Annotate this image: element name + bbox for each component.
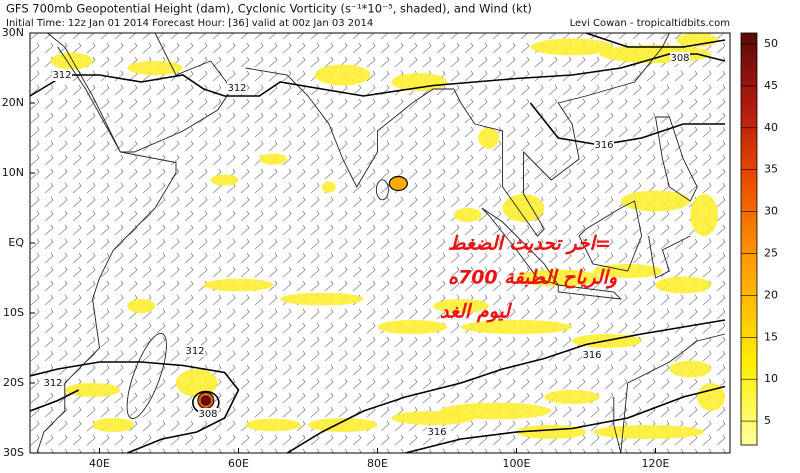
vorticity-shade xyxy=(697,383,725,411)
lon-label: 100E xyxy=(503,457,531,470)
vorticity-shade xyxy=(245,418,302,432)
height-contour xyxy=(30,361,240,453)
vorticity-shade xyxy=(453,208,482,222)
vorticity-shade xyxy=(391,72,448,92)
lat-label: 30S xyxy=(3,446,24,459)
contour-label: 316 xyxy=(427,427,446,438)
height-contour xyxy=(30,53,726,97)
contour-label-bg xyxy=(198,408,218,420)
colorbar-label: 30 xyxy=(764,205,778,218)
vorticity-shade xyxy=(391,411,475,425)
coastline xyxy=(375,179,389,201)
vorticity-shade xyxy=(175,369,218,397)
coastline xyxy=(557,284,623,300)
contour-label: 312 xyxy=(227,83,246,94)
lat-label: 10N xyxy=(2,166,24,179)
title: GFS 700mb Geopotential Height (dam), Cyc… xyxy=(6,2,532,16)
vorticity-shade xyxy=(478,127,500,149)
annotation-line: ليوم الغد xyxy=(440,301,513,323)
contour-label: 308 xyxy=(670,53,689,64)
vorticity-shade xyxy=(259,153,288,165)
lat-label: 10S xyxy=(3,306,24,319)
height-contour xyxy=(30,389,80,412)
vorticity-shade xyxy=(669,360,712,378)
subtitle: Initial Time: 12z Jan 01 2014 Forecast H… xyxy=(6,18,373,29)
vorticity-shade xyxy=(92,418,135,432)
colorbar-label: 25 xyxy=(764,247,778,260)
vorticity-shade xyxy=(203,278,274,292)
colorbar-label: 10 xyxy=(764,372,778,385)
vorticity-shade xyxy=(592,425,705,439)
vorticity-shade xyxy=(308,418,378,432)
vorticity-shade xyxy=(690,194,719,236)
vorticity-shade xyxy=(460,320,573,334)
vorticity-shade xyxy=(530,38,614,56)
contour-label: 308 xyxy=(198,409,217,420)
contour-label-bg xyxy=(582,349,602,361)
height-contour xyxy=(286,319,726,453)
vorticity-shade xyxy=(516,269,600,287)
vortex-core xyxy=(388,175,408,192)
lon-label: 120E xyxy=(642,457,670,470)
colorbar-label: 5 xyxy=(764,414,771,427)
colorbar-label: 40 xyxy=(764,121,778,134)
colorbar-label: 15 xyxy=(764,330,778,343)
colorbar-label: 45 xyxy=(764,79,778,92)
vorticity-shade xyxy=(433,299,489,313)
height-contour xyxy=(529,102,725,146)
coastline xyxy=(648,235,691,279)
lon-label: 40E xyxy=(89,457,110,470)
coastline xyxy=(481,207,560,286)
vorticity-shade xyxy=(377,320,447,334)
colorbar xyxy=(740,32,758,446)
coastline xyxy=(245,33,670,237)
colorbar-label: 20 xyxy=(764,288,778,301)
coastline xyxy=(57,33,233,153)
vorticity-shade xyxy=(50,52,93,70)
annotation-line: =اخر تحديث الضغط xyxy=(448,233,611,255)
vorticity-shade xyxy=(280,292,364,306)
vorticity-shade xyxy=(127,299,156,313)
annotation-line: والرياح الطبقة 700ه xyxy=(448,267,617,289)
contour-label-bg xyxy=(670,52,690,64)
vorticity-shade xyxy=(314,64,371,86)
lat-label: 20S xyxy=(3,376,24,389)
coastline xyxy=(655,116,698,202)
colorbar-label: 35 xyxy=(764,163,778,176)
vorticity-shade xyxy=(321,181,336,193)
height-contour xyxy=(585,33,726,48)
contour-label: 312 xyxy=(43,378,62,389)
contour-label: 316 xyxy=(582,350,601,361)
colorbar-label: 50 xyxy=(764,37,778,50)
vorticity-shade xyxy=(64,383,121,397)
vorticity-shade xyxy=(655,276,712,294)
lon-label: 80E xyxy=(367,457,388,470)
contour-label: 312 xyxy=(185,346,204,357)
vorticity-shade xyxy=(127,61,183,75)
lat-label: 20N xyxy=(2,96,24,109)
coastline xyxy=(126,333,167,419)
map-area xyxy=(30,33,730,453)
contour-label-bg xyxy=(594,139,614,151)
coastline xyxy=(613,397,622,453)
contour-label-bg xyxy=(227,82,247,94)
contour-label-bg xyxy=(185,345,205,357)
vortex-core xyxy=(200,395,211,406)
coastline xyxy=(578,200,643,272)
vorticity-shade xyxy=(210,174,239,186)
coastline xyxy=(620,333,726,453)
lat-label: EQ xyxy=(8,236,24,249)
contour-label: 316 xyxy=(594,140,613,151)
contour-label: 312 xyxy=(52,70,71,81)
vorticity-shade xyxy=(544,390,600,404)
lon-label: 60E xyxy=(228,457,249,470)
contour-label-bg xyxy=(427,426,447,438)
height-contour xyxy=(405,385,726,453)
vorticity-shade xyxy=(620,190,691,212)
credit: Levi Cowan - tropicaltidbits.com xyxy=(570,18,730,29)
contour-label-bg xyxy=(43,377,63,389)
contour-label-bg xyxy=(52,69,72,81)
lat-label: 30N xyxy=(2,26,24,39)
